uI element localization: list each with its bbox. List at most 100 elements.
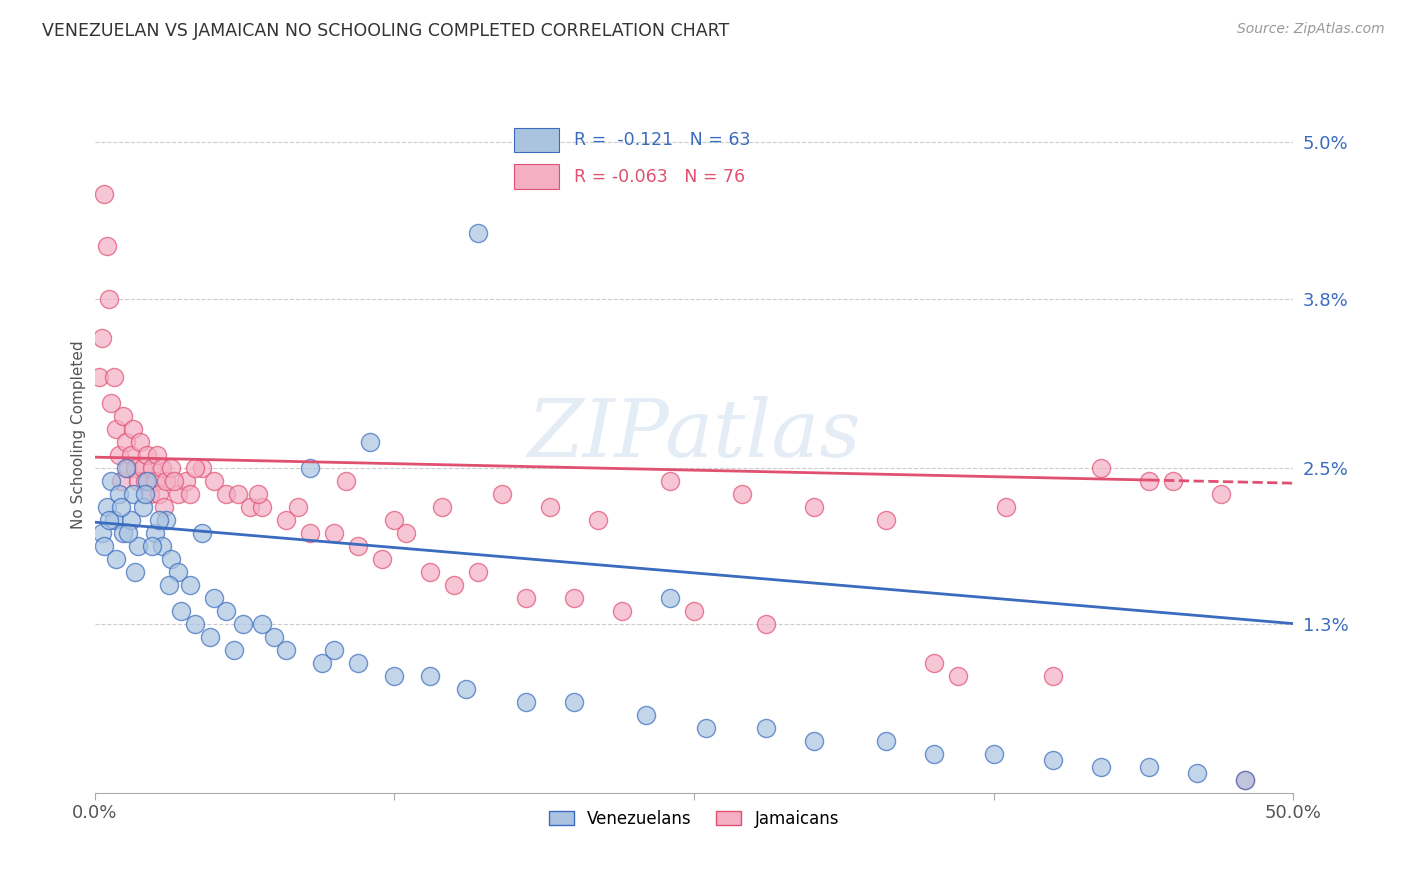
Point bbox=[419, 668, 441, 682]
Point bbox=[167, 565, 190, 579]
Point bbox=[538, 500, 561, 514]
Point bbox=[1234, 772, 1257, 787]
Point bbox=[371, 551, 394, 566]
Point bbox=[148, 486, 170, 500]
Point bbox=[122, 486, 145, 500]
Point bbox=[146, 448, 169, 462]
Point bbox=[124, 460, 146, 475]
Point bbox=[191, 525, 214, 540]
Point bbox=[170, 604, 193, 618]
Point bbox=[155, 474, 177, 488]
Point bbox=[246, 486, 269, 500]
Point bbox=[252, 616, 274, 631]
Point bbox=[755, 721, 778, 735]
Point bbox=[1090, 460, 1112, 475]
Point bbox=[323, 525, 346, 540]
Point bbox=[157, 577, 180, 591]
Point bbox=[120, 512, 142, 526]
Point bbox=[127, 539, 149, 553]
Point bbox=[875, 512, 897, 526]
Point bbox=[148, 512, 170, 526]
Point bbox=[105, 551, 128, 566]
Point bbox=[93, 539, 115, 553]
Point bbox=[683, 604, 706, 618]
Point bbox=[658, 591, 681, 605]
Point bbox=[150, 460, 173, 475]
Point bbox=[755, 616, 778, 631]
Point bbox=[456, 681, 478, 696]
Point bbox=[97, 292, 120, 306]
Point bbox=[228, 486, 250, 500]
Point bbox=[430, 500, 453, 514]
Point bbox=[179, 486, 201, 500]
Point bbox=[239, 500, 262, 514]
Point bbox=[105, 421, 128, 435]
Point bbox=[107, 486, 129, 500]
Point bbox=[222, 642, 245, 657]
Point bbox=[922, 747, 945, 761]
Point bbox=[198, 630, 221, 644]
Point bbox=[1137, 474, 1160, 488]
Point bbox=[112, 409, 135, 423]
Point bbox=[1090, 759, 1112, 773]
Point bbox=[174, 474, 197, 488]
Text: ZIPatlas: ZIPatlas bbox=[527, 396, 860, 474]
Point bbox=[107, 448, 129, 462]
Point bbox=[658, 474, 681, 488]
Point bbox=[232, 616, 254, 631]
Point bbox=[515, 695, 537, 709]
Point bbox=[382, 668, 405, 682]
Point bbox=[141, 539, 163, 553]
Point bbox=[347, 656, 370, 670]
Y-axis label: No Schooling Completed: No Schooling Completed bbox=[72, 341, 86, 529]
Point bbox=[191, 460, 214, 475]
Point bbox=[215, 486, 238, 500]
Point bbox=[803, 733, 825, 747]
Point bbox=[96, 500, 118, 514]
Point bbox=[562, 695, 585, 709]
Point bbox=[114, 460, 136, 475]
Point bbox=[131, 460, 153, 475]
Point bbox=[335, 474, 357, 488]
Text: R = -0.063   N = 76: R = -0.063 N = 76 bbox=[574, 168, 745, 186]
Point bbox=[124, 565, 146, 579]
Point bbox=[143, 474, 166, 488]
Point bbox=[179, 577, 201, 591]
Point bbox=[96, 239, 118, 253]
Point bbox=[103, 369, 125, 384]
Point bbox=[299, 525, 322, 540]
Point bbox=[143, 525, 166, 540]
Point bbox=[160, 551, 183, 566]
Point bbox=[160, 460, 183, 475]
Point bbox=[100, 474, 122, 488]
Point bbox=[103, 512, 125, 526]
Point bbox=[134, 474, 156, 488]
Point bbox=[586, 512, 609, 526]
Point bbox=[323, 642, 346, 657]
Point bbox=[994, 500, 1017, 514]
Point bbox=[276, 512, 298, 526]
Point bbox=[120, 448, 142, 462]
Point bbox=[610, 604, 633, 618]
Point bbox=[803, 500, 825, 514]
Point bbox=[114, 434, 136, 449]
Point bbox=[97, 512, 120, 526]
Point bbox=[150, 539, 173, 553]
Point bbox=[136, 448, 159, 462]
Point bbox=[311, 656, 333, 670]
Point bbox=[347, 539, 370, 553]
Point bbox=[634, 707, 657, 722]
Point bbox=[136, 474, 159, 488]
Point bbox=[112, 525, 135, 540]
Point bbox=[359, 434, 381, 449]
Point bbox=[382, 512, 405, 526]
Text: Source: ZipAtlas.com: Source: ZipAtlas.com bbox=[1237, 22, 1385, 37]
Point bbox=[276, 642, 298, 657]
Point bbox=[90, 525, 112, 540]
Point bbox=[287, 500, 309, 514]
Point bbox=[1042, 668, 1064, 682]
Point bbox=[127, 474, 149, 488]
Point bbox=[131, 500, 153, 514]
Point bbox=[1211, 486, 1233, 500]
Point bbox=[419, 565, 441, 579]
